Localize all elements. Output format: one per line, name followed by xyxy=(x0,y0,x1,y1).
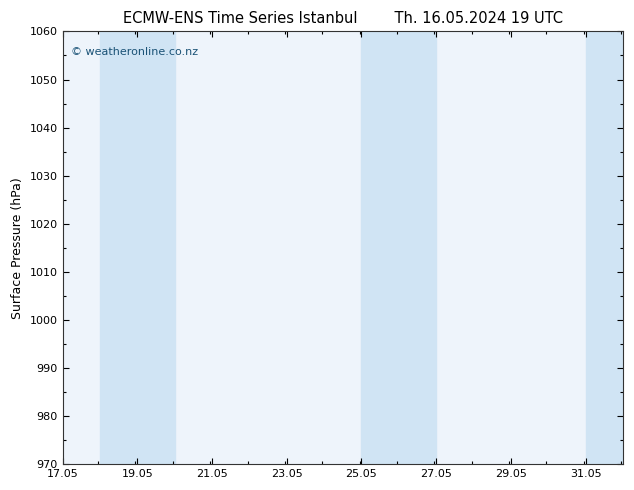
Bar xyxy=(361,31,399,464)
Bar xyxy=(100,31,138,464)
Bar xyxy=(138,31,175,464)
Bar xyxy=(586,31,623,464)
Title: ECMW-ENS Time Series Istanbul        Th. 16.05.2024 19 UTC: ECMW-ENS Time Series Istanbul Th. 16.05.… xyxy=(123,11,563,26)
Text: © weatheronline.co.nz: © weatheronline.co.nz xyxy=(71,47,198,56)
Y-axis label: Surface Pressure (hPa): Surface Pressure (hPa) xyxy=(11,177,24,318)
Bar xyxy=(399,31,436,464)
